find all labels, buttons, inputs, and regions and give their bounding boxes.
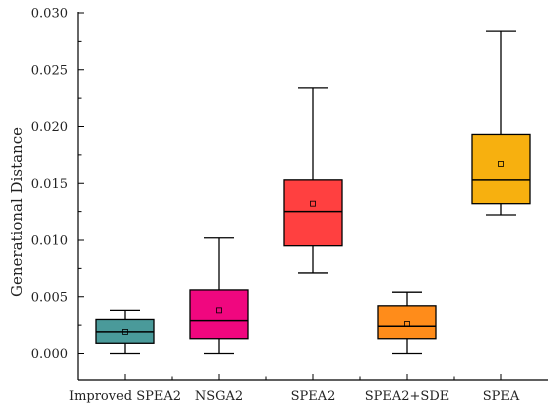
x-tick-label: SPEA xyxy=(483,389,520,404)
iqr-box xyxy=(377,305,437,340)
iqr-box xyxy=(189,289,249,340)
box-spea2 xyxy=(283,87,343,274)
y-axis-title: Generational Distance xyxy=(8,127,26,297)
x-tick-label: SPEA2 xyxy=(291,389,336,404)
boxes xyxy=(95,30,531,355)
axes xyxy=(77,12,548,381)
box-spea2-sde xyxy=(377,291,437,355)
mean-marker xyxy=(216,307,222,314)
mean-marker xyxy=(498,161,504,167)
iqr-box xyxy=(283,179,343,247)
box-nsga2 xyxy=(189,237,249,355)
y-tick-label: 0.020 xyxy=(31,120,68,135)
box-spea xyxy=(471,30,531,216)
y-tick-label: 0.015 xyxy=(31,177,68,192)
mean-marker xyxy=(122,329,128,335)
y-tick-label: 0.000 xyxy=(31,347,68,362)
x-tick-label: SPEA2+SDE xyxy=(365,389,450,404)
x-tick-label: Improved SPEA2 xyxy=(69,389,181,404)
mean-marker xyxy=(404,321,410,327)
y-tick-label: 0.010 xyxy=(31,234,68,249)
y-tick-label: 0.025 xyxy=(31,63,68,78)
y-tick-label: 0.030 xyxy=(31,7,68,22)
iqr-box xyxy=(471,133,531,205)
mean-marker xyxy=(310,200,316,207)
x-tick-labels: Improved SPEA2 NSGA2 SPEA2 SPEA2+SDE SPEA xyxy=(69,389,520,404)
box-improved-spea2 xyxy=(95,309,155,355)
y-tick-labels: 0.000 0.005 0.010 0.015 0.020 0.025 0.030 xyxy=(31,7,68,363)
y-tick-label: 0.005 xyxy=(31,290,68,305)
x-tick-label: NSGA2 xyxy=(195,389,243,404)
